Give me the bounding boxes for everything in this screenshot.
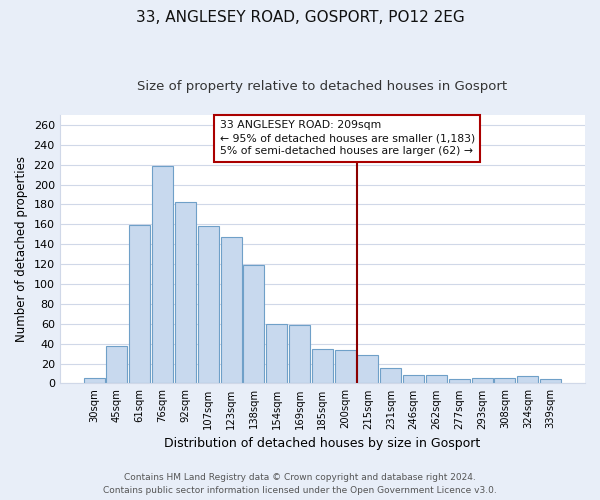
- Text: Contains HM Land Registry data © Crown copyright and database right 2024.
Contai: Contains HM Land Registry data © Crown c…: [103, 473, 497, 495]
- Bar: [289, 325, 310, 384]
- Text: 33 ANGLESEY ROAD: 209sqm
← 95% of detached houses are smaller (1,183)
5% of semi: 33 ANGLESEY ROAD: 209sqm ← 95% of detach…: [220, 120, 475, 156]
- Title: Size of property relative to detached houses in Gosport: Size of property relative to detached ho…: [137, 80, 508, 93]
- X-axis label: Distribution of detached houses by size in Gosport: Distribution of detached houses by size …: [164, 437, 481, 450]
- Text: 33, ANGLESEY ROAD, GOSPORT, PO12 2EG: 33, ANGLESEY ROAD, GOSPORT, PO12 2EG: [136, 10, 464, 25]
- Bar: [472, 378, 493, 384]
- Bar: [380, 368, 401, 384]
- Bar: [312, 348, 333, 384]
- Bar: [221, 238, 242, 384]
- Bar: [358, 354, 379, 384]
- Bar: [244, 265, 265, 384]
- Bar: [403, 376, 424, 384]
- Bar: [494, 378, 515, 384]
- Bar: [152, 166, 173, 384]
- Bar: [517, 376, 538, 384]
- Bar: [449, 380, 470, 384]
- Bar: [83, 378, 104, 384]
- Bar: [540, 380, 561, 384]
- Bar: [129, 226, 150, 384]
- Bar: [335, 350, 356, 384]
- Bar: [106, 346, 127, 384]
- Y-axis label: Number of detached properties: Number of detached properties: [15, 156, 28, 342]
- Bar: [426, 376, 447, 384]
- Bar: [175, 202, 196, 384]
- Bar: [266, 324, 287, 384]
- Bar: [197, 226, 218, 384]
